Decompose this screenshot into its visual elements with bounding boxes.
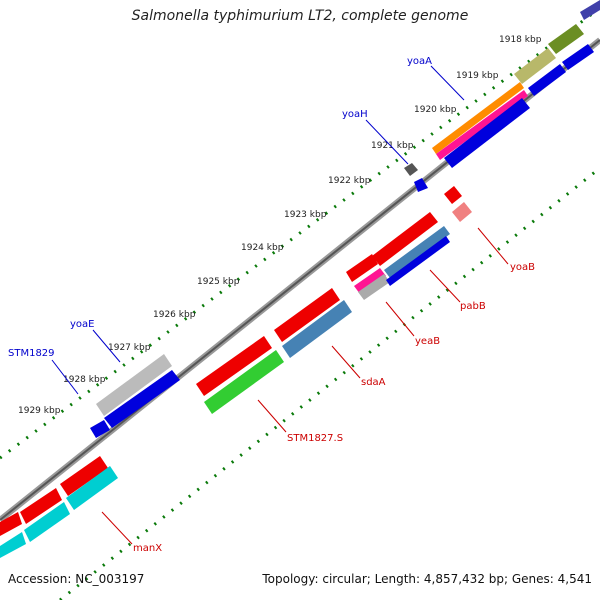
kbp-label: 1927 kbp	[108, 343, 151, 353]
gene-feature[interactable]	[60, 456, 108, 496]
kbp-label: 1922 kbp	[328, 176, 371, 186]
kbp-label: 1919 kbp	[456, 71, 499, 81]
gene-feature[interactable]	[0, 512, 22, 536]
gene-feature[interactable]	[90, 420, 110, 438]
gene-feature[interactable]	[104, 370, 180, 428]
gene-feature[interactable]	[432, 82, 524, 154]
genome-summary: Topology: circular; Length: 4,857,432 bp…	[262, 572, 592, 586]
gene-feature[interactable]	[514, 48, 556, 84]
gene-label[interactable]: yoaH	[342, 109, 368, 120]
gene-feature[interactable]	[580, 0, 600, 20]
kbp-label: 1929 kbp	[18, 406, 61, 416]
forward-gene-callouts: yoaA yoaH yoaE STM1829	[8, 56, 465, 395]
reverse-strand-genes	[0, 186, 472, 558]
gene-feature[interactable]	[66, 466, 118, 510]
gene-label[interactable]: yoaB	[510, 262, 535, 273]
gene-feature[interactable]	[436, 90, 528, 160]
reverse-gene-callouts: yoaB pabB yeaB sdaA STM1827.S manX	[101, 227, 535, 554]
kbp-label: 1928 kbp	[63, 375, 106, 385]
gene-feature[interactable]	[196, 336, 272, 396]
gene-label[interactable]: STM1829	[8, 348, 55, 359]
outer-dotted-guide	[0, 6, 600, 460]
gene-feature[interactable]	[444, 186, 462, 204]
gene-label[interactable]: manX	[133, 543, 162, 554]
kbp-label: 1926 kbp	[153, 310, 196, 320]
gene-feature[interactable]	[384, 226, 450, 278]
gene-feature[interactable]	[96, 354, 172, 416]
gene-label[interactable]: yoaE	[70, 319, 94, 330]
gene-label[interactable]: pabB	[460, 301, 486, 312]
kbp-scale: 1918 kbp 1919 kbp 1920 kbp 1921 kbp 1922…	[18, 35, 542, 416]
kbp-label: 1921 kbp	[371, 141, 414, 151]
gene-feature[interactable]	[20, 488, 62, 524]
gene-label[interactable]: sdaA	[361, 377, 386, 388]
kbp-label: 1924 kbp	[241, 243, 284, 253]
gene-label[interactable]: STM1827.S	[287, 433, 343, 444]
map-title: Salmonella typhimurium LT2, complete gen…	[131, 8, 469, 24]
gene-feature[interactable]	[444, 98, 530, 168]
gene-label[interactable]: yoaA	[407, 56, 432, 67]
gene-feature[interactable]	[346, 254, 378, 282]
kbp-label: 1920 kbp	[414, 105, 457, 115]
gene-feature[interactable]	[0, 532, 26, 558]
gene-feature[interactable]	[528, 64, 566, 96]
kbp-label: 1923 kbp	[284, 210, 327, 220]
gene-feature[interactable]	[414, 178, 428, 192]
gene-feature[interactable]	[24, 502, 70, 542]
gene-feature[interactable]	[354, 268, 386, 294]
gene-feature[interactable]	[404, 163, 418, 176]
kbp-label: 1925 kbp	[197, 277, 240, 287]
gene-feature[interactable]	[358, 274, 390, 300]
gene-feature[interactable]	[274, 288, 340, 342]
gene-feature[interactable]	[548, 24, 584, 54]
gene-feature[interactable]	[562, 44, 594, 70]
accession-label: Accession: NC_003197	[8, 572, 145, 586]
forward-strand-genes	[90, 0, 600, 438]
kbp-label: 1918 kbp	[499, 35, 542, 45]
gene-label[interactable]: yeaB	[415, 336, 440, 347]
gene-feature[interactable]	[452, 202, 472, 222]
gene-feature[interactable]	[204, 350, 284, 414]
gene-feature[interactable]	[386, 236, 450, 286]
gene-feature[interactable]	[282, 300, 352, 358]
gene-feature[interactable]	[372, 212, 438, 266]
